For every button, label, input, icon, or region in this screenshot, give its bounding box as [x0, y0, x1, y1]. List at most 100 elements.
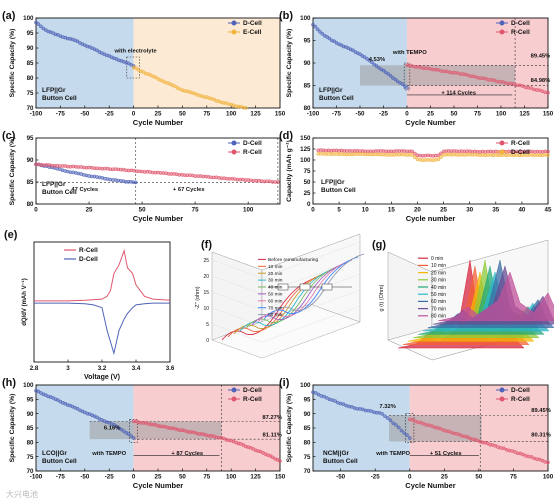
y-axis-label: dQ/dV (mAh V⁻¹) [21, 278, 28, 326]
x-tick-label: 125 [250, 474, 261, 481]
x-tick-label: 25 [155, 111, 162, 118]
data-point [385, 416, 390, 420]
data-point [400, 82, 405, 86]
y-tick-label: 75 [27, 90, 34, 97]
legend-label: E-Cell [243, 29, 262, 36]
cell-label: Button Cell [319, 95, 354, 102]
x-axis-label: Cycle Number [133, 214, 184, 223]
annotation: + 51 Cycles [430, 451, 462, 457]
data-point [173, 84, 177, 89]
series-R-Cell [34, 162, 280, 184]
x-tick-label: 25 [440, 207, 447, 214]
x-axis-label: Cycle Number [133, 118, 184, 127]
legend-label: D-Cell [79, 256, 98, 263]
x-tick-label: -25 [379, 111, 389, 118]
x-tick-label: -75 [56, 474, 66, 481]
x-tick-label: 75 [203, 474, 210, 481]
legend-marker [499, 20, 505, 26]
legend-label: R-Cell [511, 396, 530, 403]
data-point [546, 149, 550, 154]
data-point [391, 421, 396, 425]
legend-label: 70 min [431, 306, 446, 312]
panel-d: 0 5 10 15 20 25 30 35 40 45 0 25 50 75 100 125 150 R-Cell… [279, 130, 552, 223]
cell-label: LFP||Gr [321, 179, 345, 186]
z-tick-label: 0 [206, 338, 209, 344]
panel-a: -100 -75 -50 -25 0 25 50 75 100 125 150 70 75 80 85 90 9… [2, 10, 286, 127]
data-point [529, 455, 534, 459]
y-tick-label: 85 [304, 425, 311, 432]
region-1 [133, 18, 280, 108]
annotation: 7.32% [379, 404, 395, 410]
data-point [402, 431, 407, 435]
x-tick-label: 25 [427, 111, 434, 118]
z-tick-label: 20 [203, 274, 209, 280]
cell-label: Button Cell [321, 187, 356, 194]
legend-label: 50 min [431, 292, 446, 298]
series-E-Cell [131, 65, 248, 110]
data-point [333, 399, 337, 403]
x-tick-label: 100 [496, 111, 507, 118]
x-tick-label: -100 [30, 111, 43, 118]
legend-marker [231, 396, 237, 402]
y-tick-label: 0 [307, 201, 311, 208]
data-point [383, 414, 387, 419]
x-tick-label: 35 [492, 207, 499, 214]
x-tick-label: 2.8 [30, 365, 39, 372]
x-tick-label: -100 [30, 474, 43, 481]
data-point [546, 153, 550, 158]
data-point [315, 27, 320, 32]
legend-label: 10 min [431, 263, 446, 269]
y-tick-label: 80 [304, 440, 311, 447]
x-tick-label: 3.6 [166, 365, 175, 372]
data-point [313, 391, 318, 395]
legend-label: 20 min [268, 271, 283, 277]
data-point [311, 22, 315, 27]
legend-label: R-Cell [79, 247, 98, 254]
x-tick-label: -75 [56, 111, 66, 118]
x-tick-label: 0 [132, 474, 136, 481]
gray-band [89, 421, 222, 440]
annotation: 84.98% [531, 78, 551, 84]
annotation: + 87 Cycles [171, 451, 203, 457]
data-point [405, 85, 409, 90]
x-tick-label: 150 [275, 111, 286, 118]
legend-label: 20 min [431, 270, 446, 276]
x-axis-label: Cycle Number [133, 481, 184, 490]
annotation: with TEMPO [375, 451, 410, 457]
data-point [407, 436, 412, 440]
legend-label: 60 min [431, 299, 446, 305]
data-point [126, 432, 131, 436]
data-point [546, 90, 550, 95]
cell-label: Button Cell [42, 189, 77, 196]
legend-marker [499, 149, 505, 155]
legend-label: D-Cell [243, 140, 262, 147]
legend-label: 30 min [431, 278, 446, 284]
x-tick-label: 75 [510, 474, 517, 481]
cell-label: LFP||Gr [319, 87, 343, 94]
panel-label: (e) [4, 229, 18, 241]
z-tick-label: 5 [206, 322, 209, 328]
y-tick-label: 50 [304, 179, 311, 186]
x-tick-label: 3.2 [98, 365, 107, 372]
x-tick-label: 30 [466, 207, 473, 214]
y-axis-label: Specific Capacity (%) [286, 29, 293, 98]
annotation: 81.11% [263, 433, 282, 439]
data-point [393, 77, 398, 82]
cell-label: Button Cell [42, 458, 77, 465]
panel-c: 0 25 50 75 100 80 85 90 95 D-Cell R-Cell LFP||GrBut… [2, 130, 281, 223]
data-point [75, 39, 80, 44]
y-tick-label: 125 [300, 146, 311, 153]
panel-h: -100 -75 -50 -25 0 25 50 75 100 125 150 70 75 80 85 90 9… [2, 377, 286, 490]
data-point [388, 73, 393, 78]
data-point [380, 411, 384, 416]
series-R-Cell [316, 148, 550, 158]
x-tick-label: 0 [132, 111, 136, 118]
cell-label: NCM||Gr [323, 450, 349, 457]
data-point [95, 48, 99, 53]
y-tick-label: 90 [304, 60, 311, 67]
zoom-box [129, 419, 138, 443]
y-tick-label: 100 [300, 382, 311, 389]
x-axis-label: Cycle number [406, 214, 456, 223]
x-tick-label: 25 [155, 474, 162, 481]
